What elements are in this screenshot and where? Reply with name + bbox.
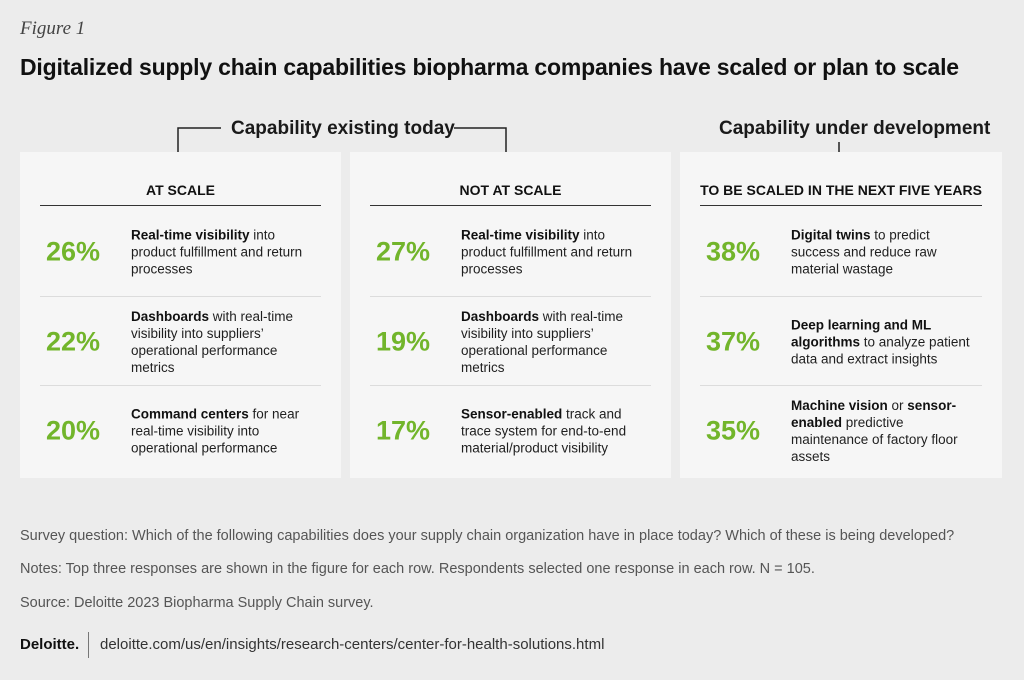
capability-row: 26% Real-time visibility into product ful…	[40, 207, 321, 296]
group-label-development: Capability under development	[719, 118, 991, 139]
column-header-to-be-scaled: TO BE SCALED IN THE NEXT FIVE YEARS	[700, 182, 982, 198]
column-header-at-scale: AT SCALE	[146, 182, 215, 198]
capability-name: Dashboards	[131, 308, 210, 324]
capability-name: Real-time visibility	[131, 227, 250, 242]
notes-text: Notes: Top three responses are shown in …	[20, 561, 815, 577]
footer-divider	[88, 632, 89, 658]
percent-value: 22%	[46, 326, 101, 356]
survey-question: Survey question: Which of the following …	[20, 528, 955, 544]
panel-at-scale: AT SCALE 26% Real-time visibility into pro…	[20, 152, 341, 478]
capability-row: 37% Deep learning and ML algorithms to an…	[700, 296, 982, 386]
panel-to-be-scaled: TO BE SCALED IN THE NEXT FIVE YEARS 38% Di…	[680, 152, 1002, 478]
capability-description: Machine vision or sensor-enabled predict…	[791, 397, 958, 464]
capability-row: 22% Dashboards with real-time visibility …	[40, 296, 321, 386]
footer-link[interactable]: deloitte.com/us/en/insights/research-cen…	[100, 636, 605, 653]
capability-name: Real-time visibility	[461, 227, 580, 242]
capability-description: Deep learning and ML algorithms to analy…	[791, 317, 970, 366]
capability-name: Deep learning and ML algorithms	[791, 317, 932, 349]
source-text: Source: Deloitte 2023 Biopharma Supply C…	[20, 595, 374, 611]
percent-value: 26%	[46, 236, 101, 266]
chart-title: Digitalized supply chain capabilities bi…	[20, 54, 959, 80]
capability-row: 27% Real-time visibility into product ful…	[370, 207, 651, 296]
percent-value: 19%	[376, 326, 431, 356]
capability-row: 17% Sensor-enabled track and trace system…	[370, 385, 651, 475]
existing-bracket	[177, 127, 507, 162]
capability-row: 20% Command centers for near real-time vi…	[40, 385, 321, 475]
percent-value: 38%	[706, 236, 761, 266]
capability-row: 35% Machine vision or sensor-enabled pred…	[700, 385, 982, 475]
capability-description: Command centers for near real-time visib…	[131, 406, 300, 455]
figure-label: Figure 1	[20, 18, 86, 39]
percent-value: 27%	[376, 236, 431, 266]
capability-name: Command centers	[131, 406, 249, 421]
capability-description: Sensor-enabled track and trace system fo…	[461, 406, 627, 455]
capability-name: Sensor-enabled	[461, 406, 563, 421]
capability-description: Digital twins to predict success and red…	[791, 227, 937, 276]
capability-name: Machine vision	[791, 397, 888, 413]
capability-name: Digital twins	[791, 227, 871, 242]
percent-value: 20%	[46, 415, 101, 445]
capability-name: Dashboards	[461, 308, 540, 324]
percent-value: 35%	[706, 415, 761, 445]
column-header-not-at-scale: NOT AT SCALE	[459, 182, 562, 198]
panel-not-at-scale: NOT AT SCALE 27% Real-time visibility into…	[350, 152, 671, 478]
capability-description: Real-time visibility into product fulfil…	[461, 227, 633, 276]
capability-row: 38% Digital twins to predict success and …	[700, 207, 982, 296]
column-header-rule	[370, 205, 651, 206]
capability-description: Dashboards with real-time visibility int…	[131, 308, 294, 375]
capability-name: sensor-enabled	[791, 397, 957, 430]
capability-row: 19% Dashboards with real-time visibility …	[370, 296, 651, 386]
column-header-rule	[700, 205, 982, 206]
capability-description: Dashboards with real-time visibility int…	[461, 308, 624, 375]
column-header-rule	[40, 205, 321, 206]
percent-value: 17%	[376, 415, 431, 445]
deloitte-logo: Deloitte.	[20, 636, 80, 653]
group-label-existing: Capability existing today	[231, 118, 455, 139]
capability-description: Real-time visibility into product fulfil…	[131, 227, 303, 276]
percent-value: 37%	[706, 326, 761, 356]
